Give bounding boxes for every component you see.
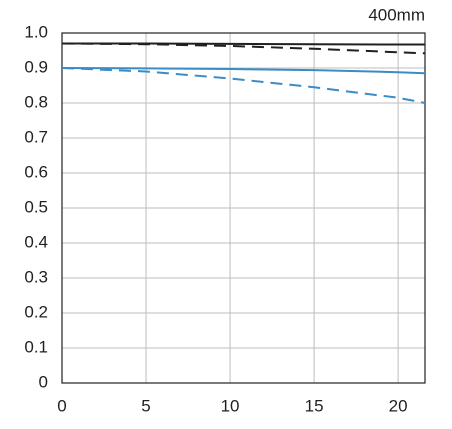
x-tick-label: 20 — [389, 396, 408, 415]
x-tick-label: 0 — [57, 396, 66, 415]
y-tick-label: 0.9 — [24, 57, 48, 76]
x-tick-label: 5 — [141, 396, 150, 415]
series-line — [62, 42, 425, 46]
chart-title: 400mm — [368, 5, 425, 24]
y-tick-label: 0.7 — [24, 127, 48, 146]
y-tick-label: 1.0 — [24, 22, 48, 41]
y-tick-label: 0.6 — [24, 162, 48, 181]
y-tick-label: 0.4 — [24, 232, 48, 251]
series-line — [61, 42, 426, 55]
y-tick-label: 0.8 — [24, 92, 48, 111]
y-tick-label: 0.3 — [24, 267, 48, 286]
y-tick-label: 0 — [39, 372, 48, 391]
y-tick-label: 0.5 — [24, 197, 48, 216]
x-tick-label: 10 — [221, 396, 240, 415]
x-tick-label: 15 — [305, 396, 324, 415]
y-tick-label: 0.1 — [24, 337, 48, 356]
y-tick-label: 0.2 — [24, 302, 48, 321]
series-line — [61, 67, 426, 75]
plot-frame — [61, 32, 426, 384]
series-line — [61, 67, 426, 104]
